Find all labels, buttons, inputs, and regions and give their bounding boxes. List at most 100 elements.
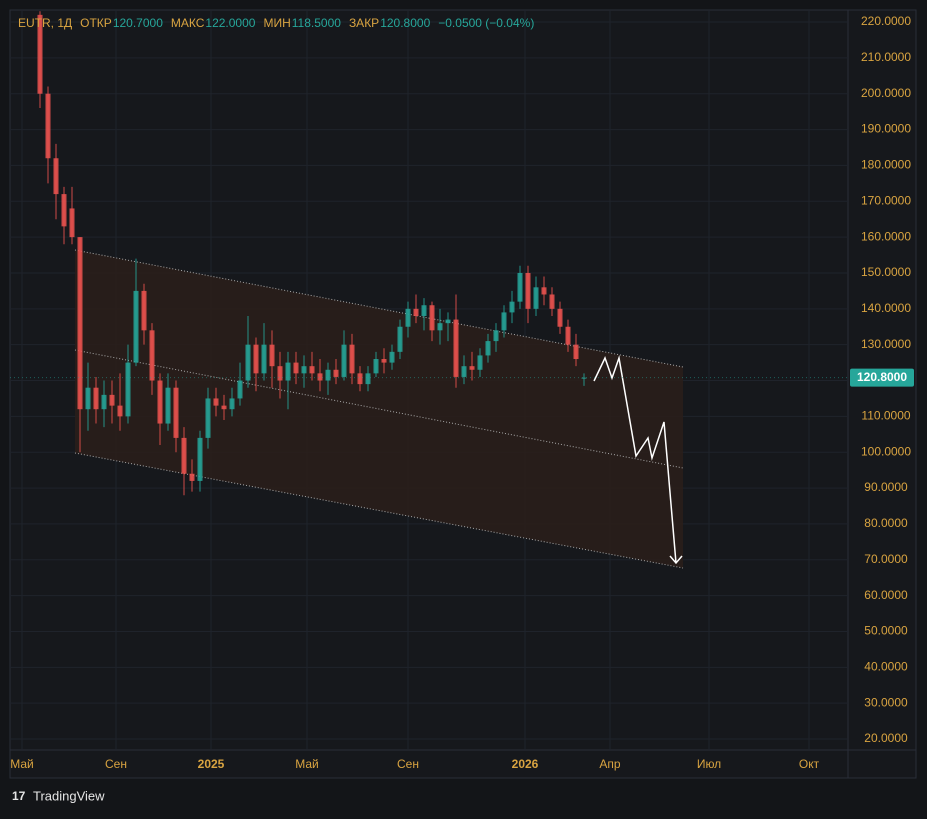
y-tick-label: 130.0000 (861, 337, 911, 351)
y-tick-label: 20.0000 (864, 731, 908, 745)
y-tick-label: 220.0000 (861, 14, 911, 28)
y-tick-label: 30.0000 (864, 695, 908, 709)
candle-body (117, 405, 123, 417)
candle-body (165, 387, 171, 424)
candle-body (317, 373, 323, 381)
symbol: EUTR, 1Д (18, 16, 72, 30)
candle-body (485, 341, 491, 356)
candle-body (181, 437, 187, 474)
y-tick-label: 200.0000 (861, 86, 911, 100)
candle-body (285, 362, 291, 381)
candle-body (301, 366, 307, 374)
candle-body (197, 437, 203, 481)
candle-body (141, 290, 147, 331)
candle-body (413, 308, 419, 316)
candle-body (557, 308, 563, 327)
candle-body (389, 351, 395, 363)
candle-body (581, 377, 587, 379)
candle-body (125, 362, 131, 417)
y-tick-label: 100.0000 (861, 444, 911, 458)
candle-body (573, 344, 579, 360)
y-tick-label: 190.0000 (861, 122, 911, 136)
candle-body (133, 290, 139, 363)
candle-body (229, 398, 235, 410)
channel-lower (74, 452, 684, 569)
ohlc-value: 122.0000 (205, 16, 255, 30)
x-tick-label: 2025 (198, 757, 225, 771)
forecast-arrowhead (669, 555, 683, 565)
candle-body (309, 366, 315, 374)
x-tick-label: Май (295, 757, 319, 771)
candle-body (157, 380, 163, 424)
candle-body (293, 362, 299, 374)
candle-body (405, 308, 411, 327)
candle-body (437, 323, 443, 331)
candle-body (373, 359, 379, 374)
ohlc-value: 118.5000 (292, 16, 341, 30)
candle-body (421, 305, 427, 316)
candle-body (453, 319, 459, 377)
candle-body (461, 366, 467, 377)
candle-body (77, 237, 83, 410)
y-tick-label: 70.0000 (864, 552, 908, 566)
y-tick-label: 160.0000 (861, 229, 911, 243)
candle-body (381, 359, 387, 363)
candle-body (493, 330, 499, 342)
candle-body (205, 398, 211, 438)
candles (37, 11, 587, 496)
x-tick-label: Май (10, 757, 34, 771)
candle-body (253, 344, 259, 374)
ohlc-name: ЗАКР (349, 16, 379, 30)
ohlc-name: МАКС (171, 16, 205, 30)
change: −0.0500 (−0.04%) (438, 16, 534, 30)
candle-body (533, 287, 539, 309)
candle-body (365, 373, 371, 385)
ohlc-value: 120.7000 (113, 16, 163, 30)
candle-body (541, 287, 547, 295)
x-tick-label: Июл (697, 757, 721, 771)
candle-body (37, 14, 43, 94)
x-tick-label: Сен (105, 757, 127, 771)
channel-middle (74, 349, 684, 469)
channel-upper (74, 249, 684, 368)
ohlc-name: ОТКР (80, 16, 112, 30)
candle-body (357, 373, 363, 385)
candle-body (277, 366, 283, 381)
x-tick-label: Апр (599, 757, 621, 771)
last-price-label: 120.8000 (857, 370, 907, 384)
candle-body (397, 326, 403, 352)
candle-body (341, 344, 347, 377)
candle-body (53, 158, 59, 195)
y-tick-label: 40.0000 (864, 660, 908, 674)
candle-body (149, 330, 155, 381)
watermark-text: TradingView (33, 788, 105, 803)
candle-body (349, 344, 355, 374)
candle-body (69, 208, 75, 238)
x-tick-label: Окт (799, 757, 820, 771)
candle-body (525, 272, 531, 309)
y-tick-label: 150.0000 (861, 265, 911, 279)
y-tick-label: 210.0000 (861, 50, 911, 64)
y-tick-label: 60.0000 (864, 588, 908, 602)
candle-body (261, 344, 267, 374)
candle-body (333, 369, 339, 377)
x-tick-label: Сен (397, 757, 419, 771)
candle-body (93, 387, 99, 410)
candle-body (173, 387, 179, 438)
watermark: 17 TradingView (12, 788, 105, 803)
candle-body (445, 319, 451, 324)
candle-body (517, 272, 523, 302)
x-tick-label: 2026 (512, 757, 539, 771)
last-price-box (850, 368, 914, 387)
y-tick-label: 110.0000 (861, 409, 910, 423)
candle-body (477, 355, 483, 370)
candle-body (45, 93, 51, 159)
candle-body (509, 301, 515, 313)
candle-body (101, 394, 107, 410)
y-tick-label: 80.0000 (864, 516, 908, 530)
candle-body (469, 366, 475, 370)
candle-body (85, 387, 91, 410)
candle-body (237, 380, 243, 399)
